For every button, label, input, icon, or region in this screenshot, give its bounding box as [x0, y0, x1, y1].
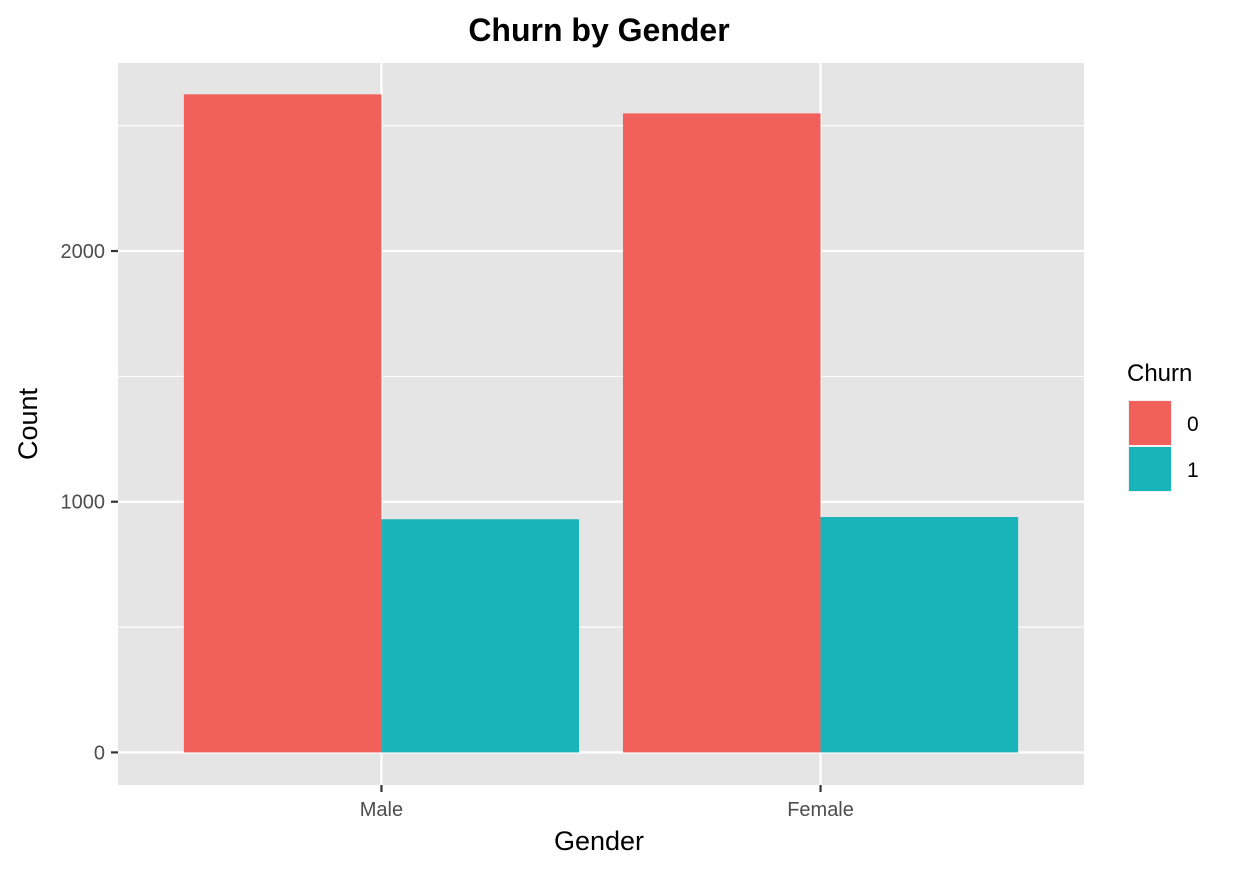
- bar-male-churn-0: [183, 94, 382, 753]
- chart-title: Churn by Gender: [468, 12, 729, 48]
- legend-label-1: 1: [1187, 459, 1199, 482]
- x-axis-title: Gender: [554, 826, 644, 856]
- bar-male-churn-1: [381, 519, 580, 753]
- legend-label-0: 0: [1187, 413, 1199, 436]
- y-axis: 0 1000 2000: [61, 241, 118, 764]
- legend-key-1: [1129, 447, 1171, 491]
- legend-key-0: [1129, 401, 1171, 445]
- y-tick-label: 2000: [61, 241, 106, 263]
- y-tick-label: 0: [94, 742, 105, 764]
- bars: [183, 94, 1019, 753]
- x-tick-label: Female: [787, 799, 854, 821]
- y-tick-label: 1000: [61, 492, 106, 514]
- y-axis-title: Count: [13, 387, 43, 460]
- bar-female-churn-1: [820, 517, 1019, 753]
- x-axis: Male Female: [360, 785, 854, 821]
- legend-title: Churn: [1127, 360, 1192, 387]
- x-tick-label: Male: [360, 799, 403, 821]
- bar-female-churn-0: [622, 113, 821, 753]
- legend: Churn 0 1: [1127, 360, 1199, 492]
